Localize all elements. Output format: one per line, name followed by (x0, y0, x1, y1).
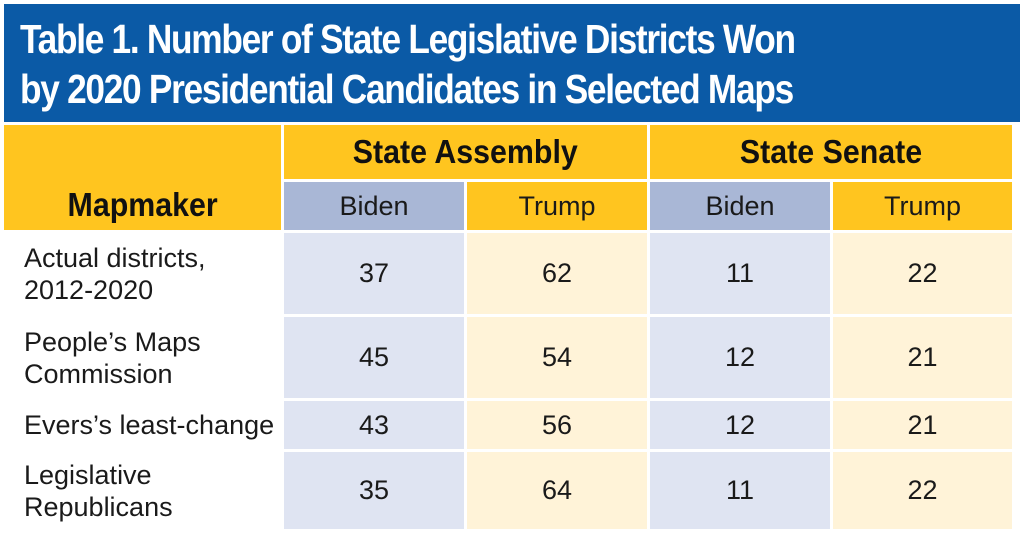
cell-senate-biden: 12 (650, 317, 830, 398)
header-mapmaker: Mapmaker (4, 125, 281, 230)
cell-senate-trump: 21 (833, 317, 1012, 398)
header-state-assembly-label: State Assembly (353, 133, 578, 170)
title-line-1: Table 1. Number of State Legislative Dis… (20, 16, 796, 62)
cell-senate-trump: 22 (833, 233, 1012, 314)
row-label-line: Actual districts, (24, 242, 206, 273)
subheader-senate-biden: Biden (650, 182, 830, 230)
cell-senate-biden: 11 (650, 233, 830, 314)
cell-senate-biden: 11 (650, 452, 830, 529)
cell-assembly-trump: 64 (467, 452, 647, 529)
cell-senate-trump: 21 (833, 401, 1012, 449)
row-label-actual-districts: Actual districts, 2012-2020 (4, 233, 281, 314)
row-label-peoples-maps: People’s Maps Commission (4, 317, 281, 398)
subheader-senate-trump: Trump (833, 182, 1012, 230)
row-label-line: Commission (24, 358, 173, 389)
cell-assembly-trump: 62 (467, 233, 647, 314)
table-title: Table 1. Number of State Legislative Dis… (4, 4, 1020, 122)
table-figure: Table 1. Number of State Legislative Dis… (4, 4, 1020, 529)
row-label-evers-least-change: Evers’s least-change (4, 401, 281, 449)
subheader-assembly-trump: Trump (467, 182, 647, 230)
row-label-legislative-republicans: Legislative Republicans (4, 452, 281, 529)
cell-assembly-biden: 35 (284, 452, 464, 529)
results-table: Mapmaker State Assembly State Senate Bid… (4, 125, 1020, 529)
cell-assembly-biden: 37 (284, 233, 464, 314)
cell-assembly-trump: 54 (467, 317, 647, 398)
header-state-senate-label: State Senate (739, 133, 923, 170)
cell-senate-biden: 12 (650, 401, 830, 449)
row-label-line: People’s Maps (24, 326, 201, 357)
title-line-2: by 2020 Presidential Candidates in Selec… (20, 66, 794, 112)
cell-assembly-biden: 45 (284, 317, 464, 398)
subheader-assembly-biden: Biden (284, 182, 464, 230)
header-state-senate: State Senate (650, 125, 1012, 179)
cell-assembly-biden: 43 (284, 401, 464, 449)
row-label-line: Legislative (24, 459, 152, 490)
row-label-line: 2012-2020 (24, 274, 154, 305)
cell-senate-trump: 22 (833, 452, 1012, 529)
cell-assembly-trump: 56 (467, 401, 647, 449)
row-label-line: Evers’s least-change (24, 410, 275, 440)
row-label-line: Republicans (24, 491, 173, 522)
header-state-assembly: State Assembly (284, 125, 647, 179)
header-mapmaker-label: Mapmaker (67, 186, 218, 223)
